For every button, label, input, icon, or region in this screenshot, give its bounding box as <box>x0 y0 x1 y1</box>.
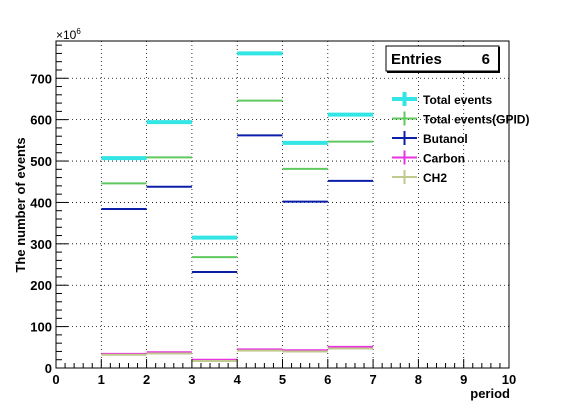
y-exponent-label: ×106 <box>56 27 81 42</box>
stats-box: Entries 6 <box>385 45 500 73</box>
legend-label: Total events(GPID) <box>423 113 529 127</box>
grid-lines <box>56 41 509 368</box>
legend-label: CH2 <box>423 171 447 185</box>
x-tick-label: 5 <box>279 372 286 387</box>
y-tick-label: 200 <box>30 278 52 293</box>
stats-entries-value: 6 <box>482 51 490 68</box>
y-tick-label: 600 <box>30 113 52 128</box>
x-tick-label: 7 <box>369 372 376 387</box>
y-tick-label: 700 <box>30 71 52 86</box>
x-tick-label: 0 <box>52 372 59 387</box>
y-axis-title: The number of events <box>13 137 28 272</box>
x-tick-label: 4 <box>234 372 242 387</box>
y-tick-label: 0 <box>45 361 52 376</box>
y-tick-label: 300 <box>30 237 52 252</box>
x-tick-label: 1 <box>98 372 105 387</box>
x-tick-label: 8 <box>415 372 422 387</box>
series-butanol <box>101 134 374 273</box>
series-total-events-gpid <box>101 99 374 259</box>
x-tick-label: 9 <box>460 372 467 387</box>
x-tick-label: 3 <box>188 372 195 387</box>
series-total-events <box>101 51 374 240</box>
x-tick-label: 10 <box>502 372 516 387</box>
legend-label: Butanol <box>423 132 468 146</box>
stats-entries-label: Entries <box>391 51 442 68</box>
x-tick-label: 6 <box>324 372 331 387</box>
legend-label: Total events <box>423 93 492 107</box>
series-marks <box>101 51 374 362</box>
legend: Total events Total events(GPID) Butanol Car… <box>392 92 529 185</box>
x-axis-title: period <box>470 386 510 401</box>
series-ch2 <box>101 347 374 362</box>
y-tick-label: 400 <box>30 195 52 210</box>
y-tick-label: 500 <box>30 154 52 169</box>
legend-label: Carbon <box>423 152 465 166</box>
y-tick-label: 100 <box>30 320 52 335</box>
x-tick-label: 2 <box>143 372 150 387</box>
